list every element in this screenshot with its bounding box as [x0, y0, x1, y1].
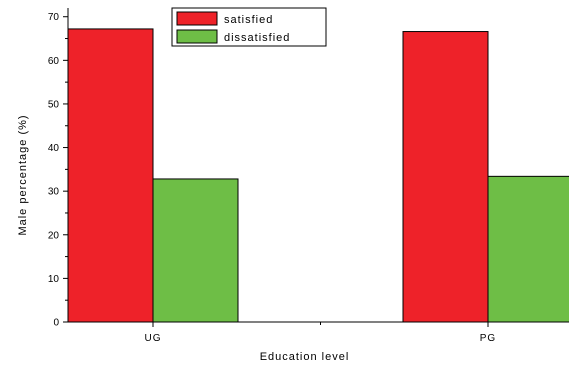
- legend-swatch-satisfied: [176, 11, 218, 26]
- plot-area: 0 10 20 30 40 50 60 70 UG PG: [48, 8, 569, 344]
- legend: satisfied dissatisfied: [171, 7, 327, 47]
- y-axis-title: Male percentage (%): [17, 114, 29, 235]
- x-ticks-group: UG PG: [145, 322, 496, 344]
- y-tick-label: 70: [48, 12, 60, 23]
- y-tick-label: 50: [48, 99, 60, 110]
- legend-label-dissatisfied: dissatisfied: [224, 32, 290, 44]
- x-tick-label: UG: [145, 333, 162, 344]
- x-axis-title: Education level: [260, 351, 350, 363]
- bars-group: [67, 28, 569, 323]
- legend-swatch-dissatisfied: [176, 29, 218, 44]
- y-ticks-group: 0 10 20 30 40 50 60 70: [48, 12, 68, 329]
- y-tick-label: 40: [48, 143, 60, 154]
- y-tick-label: 20: [48, 230, 60, 241]
- bar-satisfied-PG: [402, 31, 489, 323]
- y-tick-label: 10: [48, 274, 60, 285]
- legend-label-satisfied: satisfied: [224, 14, 273, 26]
- y-tick-label: 0: [53, 318, 59, 329]
- y-tick-label: 30: [48, 187, 60, 198]
- x-tick-label: PG: [480, 333, 496, 344]
- bar-dissatisfied-PG: [487, 175, 569, 323]
- bar-dissatisfied-UG: [152, 178, 239, 323]
- y-tick-label: 60: [48, 56, 60, 67]
- bar-satisfied-UG: [67, 28, 154, 323]
